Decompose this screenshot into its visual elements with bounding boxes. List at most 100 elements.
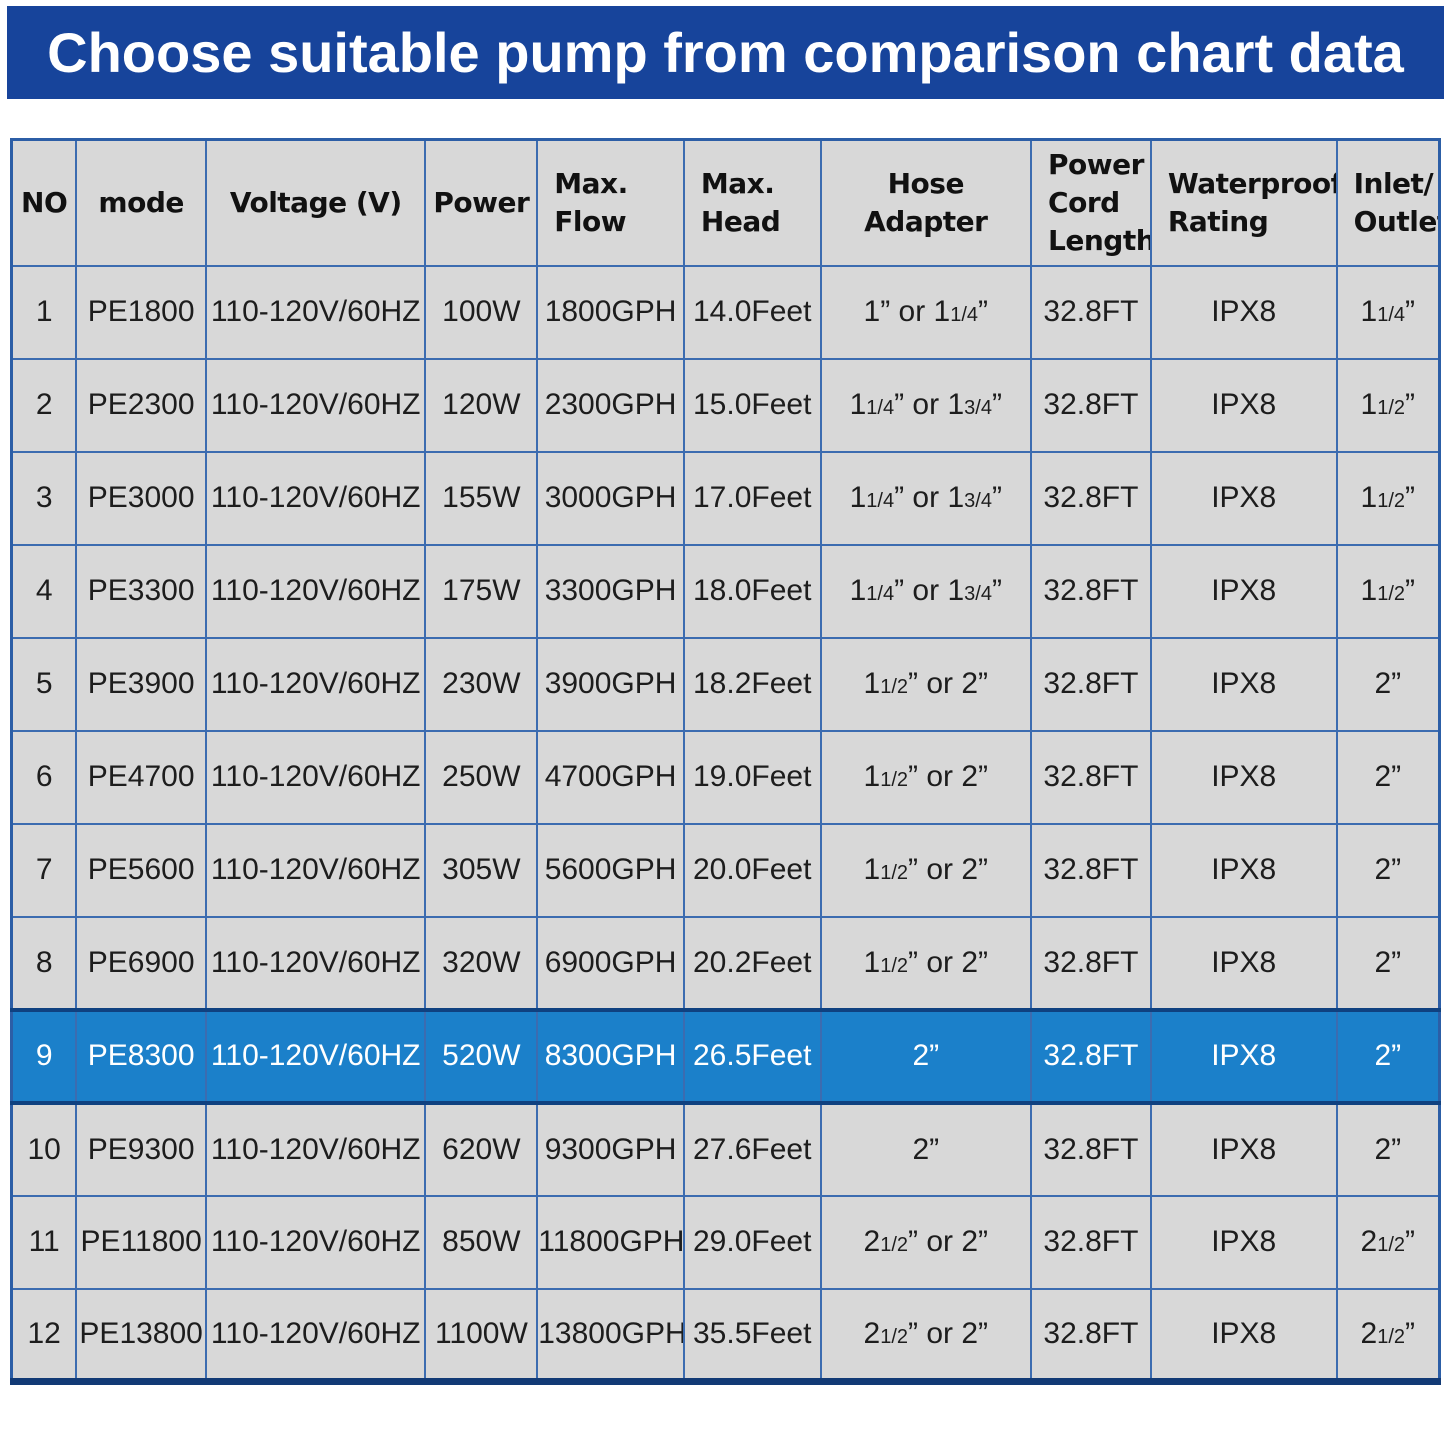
cell-voltage: 110-120V/60HZ (204, 729, 427, 825)
cell-no: 3 (10, 450, 78, 546)
cell-power: 100W (424, 264, 539, 360)
fraction-text: 1/2 (880, 862, 909, 884)
cell-cord_length: 32.8FT (1030, 1007, 1152, 1105)
col-header-hose_adapter: Hose Adapter (819, 138, 1033, 267)
fraction-text: 1/4 (866, 583, 895, 605)
fraction-text: 1/2 (880, 769, 909, 791)
cell-no: 6 (10, 729, 78, 825)
cell-max_head: 15.0Feet (682, 357, 822, 453)
page-title: Choose suitable pump from comparison cha… (47, 21, 1404, 84)
cell-max_flow: 8300GPH (536, 1007, 685, 1105)
table-row: 12 PE13800 110-120V/60HZ 1100W 13800GPH 35.5F… (10, 1287, 1441, 1385)
cell-voltage: 110-120V/60HZ (204, 1101, 427, 1197)
col-header-inlet_outlet: Inlet/ Outlet (1335, 138, 1441, 267)
cell-hose_adapter: 2” (819, 1101, 1033, 1197)
cell-voltage: 110-120V/60HZ (204, 450, 427, 546)
cell-max_head: 29.0Feet (682, 1194, 822, 1290)
cell-mode: PE9300 (75, 1101, 207, 1197)
cell-mode: PE3900 (75, 636, 207, 732)
fraction-text: 1/4 (866, 490, 895, 512)
cell-inlet_outlet: 11/2” (1335, 543, 1441, 639)
cell-power: 155W (424, 450, 539, 546)
cell-max_flow: 6900GPH (536, 915, 685, 1011)
cell-max_flow: 3900GPH (536, 636, 685, 732)
cell-inlet_outlet: 2” (1335, 729, 1441, 825)
cell-waterproof: IPX8 (1149, 1287, 1338, 1385)
cell-max_head: 26.5Feet (682, 1007, 822, 1105)
table-row: 6 PE4700 110-120V/60HZ 250W 4700GPH 19.0Feet 1… (10, 729, 1441, 825)
col-header-no: NO (10, 138, 78, 267)
cell-voltage: 110-120V/60HZ (204, 915, 427, 1011)
cell-cord_length: 32.8FT (1030, 1287, 1152, 1385)
cell-max_head: 17.0Feet (682, 450, 822, 546)
cell-power: 620W (424, 1101, 539, 1197)
cell-mode: PE3000 (75, 450, 207, 546)
cell-max_head: 20.2Feet (682, 915, 822, 1011)
fraction-text: 3/4 (964, 397, 992, 419)
fraction-text: 1/4 (866, 397, 895, 419)
cell-cord_length: 32.8FT (1030, 543, 1152, 639)
cell-inlet_outlet: 11/4” (1335, 264, 1441, 360)
fraction-text: 3/4 (964, 490, 992, 512)
cell-voltage: 110-120V/60HZ (204, 264, 427, 360)
fraction-text: 1/2 (1377, 1234, 1406, 1256)
table-row: 8 PE6900 110-120V/60HZ 320W 6900GPH 20.2Feet 1… (10, 915, 1441, 1011)
cell-no: 7 (10, 822, 78, 918)
cell-mode: PE3300 (75, 543, 207, 639)
cell-hose_adapter: 2” (819, 1007, 1033, 1105)
cell-max_flow: 3000GPH (536, 450, 685, 546)
table-row: 5 PE3900 110-120V/60HZ 230W 3900GPH 18.2Feet 1… (10, 636, 1441, 732)
cell-max_head: 20.0Feet (682, 822, 822, 918)
cell-cord_length: 32.8FT (1030, 822, 1152, 918)
fraction-text: 1/2 (880, 954, 909, 977)
cell-mode: PE2300 (75, 357, 207, 453)
fraction-text: 1/2 (880, 1325, 909, 1348)
cell-max_flow: 3300GPH (536, 543, 685, 639)
table-row: 3 PE3000 110-120V/60HZ 155W 3000GPH 17.0Feet 1… (10, 450, 1441, 546)
cell-no: 9 (10, 1007, 78, 1105)
cell-cord_length: 32.8FT (1030, 1101, 1152, 1197)
cell-cord_length: 32.8FT (1030, 636, 1152, 732)
cell-voltage: 110-120V/60HZ (204, 1287, 427, 1385)
cell-waterproof: IPX8 (1149, 543, 1338, 639)
table-row: 11 PE11800 110-120V/60HZ 850W 11800GPH 29.0Fe… (10, 1194, 1441, 1290)
fraction-text: 1/2 (880, 1234, 909, 1256)
cell-no: 1 (10, 264, 78, 360)
cell-max_flow: 4700GPH (536, 729, 685, 825)
cell-mode: PE11800 (75, 1194, 207, 1290)
table-header: NO mode Voltage (V) Power Max. Flow Max. Head… (10, 138, 1441, 267)
table-row: 1 PE1800 110-120V/60HZ 100W 1800GPH 14.0Feet 1… (10, 264, 1441, 360)
cell-voltage: 110-120V/60HZ (204, 1007, 427, 1105)
cell-hose_adapter: 21/2” or 2” (819, 1287, 1033, 1385)
cell-voltage: 110-120V/60HZ (204, 1194, 427, 1290)
fraction-text: 1/2 (1377, 583, 1406, 605)
cell-power: 320W (424, 915, 539, 1011)
cell-no: 12 (10, 1287, 78, 1385)
cell-hose_adapter: 11/4” or 13/4” (819, 357, 1033, 453)
cell-hose_adapter: 11/2” or 2” (819, 915, 1033, 1011)
cell-max_flow: 2300GPH (536, 357, 685, 453)
cell-hose_adapter: 21/2” or 2” (819, 1194, 1033, 1290)
cell-max_flow: 13800GPH (536, 1287, 685, 1385)
cell-inlet_outlet: 11/2” (1335, 357, 1441, 453)
table-row: 2 PE2300 110-120V/60HZ 120W 2300GPH 15.0Feet 1… (10, 357, 1441, 453)
cell-inlet_outlet: 21/2” (1335, 1194, 1441, 1290)
table-row: 10 PE9300 110-120V/60HZ 620W 9300GPH 27.6Feet… (10, 1101, 1441, 1197)
cell-max_head: 18.2Feet (682, 636, 822, 732)
fraction-text: 1/4 (1377, 304, 1406, 326)
cell-waterproof: IPX8 (1149, 1194, 1338, 1290)
cell-inlet_outlet: 2” (1335, 1007, 1441, 1105)
cell-max_head: 35.5Feet (682, 1287, 822, 1385)
cell-waterproof: IPX8 (1149, 1007, 1338, 1105)
cell-waterproof: IPX8 (1149, 450, 1338, 546)
cell-cord_length: 32.8FT (1030, 450, 1152, 546)
cell-power: 175W (424, 543, 539, 639)
fraction-text: 3/4 (964, 583, 992, 605)
cell-power: 230W (424, 636, 539, 732)
cell-max_head: 19.0Feet (682, 729, 822, 825)
col-header-mode: mode (75, 138, 207, 267)
cell-power: 1100W (424, 1287, 539, 1385)
cell-max_flow: 5600GPH (536, 822, 685, 918)
col-header-waterproof: Waterproof Rating (1149, 138, 1338, 267)
col-header-max_flow: Max. Flow (536, 138, 685, 267)
